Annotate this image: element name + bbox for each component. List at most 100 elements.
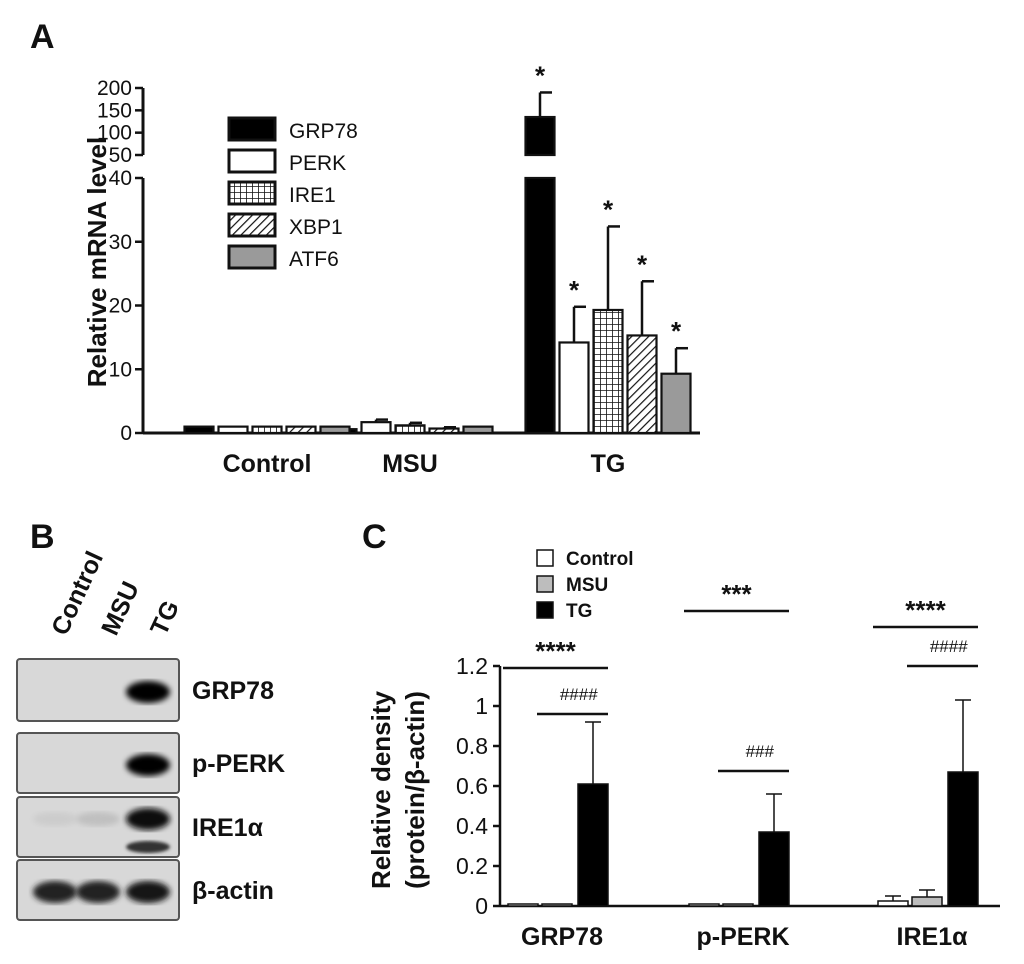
panel-a-bar (217, 425, 249, 435)
panel-c-plot-area: 0 0.2 0.4 0.6 0.8 1 1.2 GRP78 p-PERK IRE1α **** ###… (456, 549, 1000, 951)
panel-a-bar (558, 341, 590, 435)
panel-a-legend-swatch (227, 180, 277, 206)
panel-a-y-tick-label: 10 (109, 358, 132, 381)
panel-a-significance-star: * (535, 60, 546, 90)
blot-band (33, 881, 77, 903)
panel-c-bar (911, 896, 943, 907)
panel-c-bar (507, 903, 539, 907)
panel-c-chart: Relative density (protein/β-actin) 00.20… (366, 549, 1000, 951)
panel-c-bar (688, 903, 720, 907)
panel-a-legend-label: IRE1 (289, 184, 336, 207)
panel-a-y-tick-label: 0 (120, 422, 132, 445)
blot-band (76, 812, 120, 826)
panel-c-legend-label: Control (566, 549, 634, 570)
panel-c-bar (541, 903, 573, 907)
panel-a-bar (524, 176, 556, 435)
panel-c-y-axis-label-line1: Relative density (366, 690, 396, 889)
blot-row-label: IRE1α (192, 814, 264, 842)
panel-c-bar (877, 900, 909, 907)
blot-band (126, 754, 170, 776)
panel-a-bar (394, 424, 426, 435)
panel-a-bar (660, 372, 692, 435)
panel-a-significance-star: * (637, 249, 648, 279)
panel-a-y-tick-label: 40 (109, 167, 132, 190)
blot-band-lower (126, 841, 170, 853)
panel-c-legend-label: MSU (566, 575, 608, 596)
panel-a-significance-star: * (603, 194, 614, 224)
panel-a-legend-label: XBP1 (289, 216, 343, 239)
panel-a-legend-label: PERK (289, 152, 346, 175)
panel-a-bar (183, 425, 215, 435)
panel-a-bar (360, 421, 392, 435)
blot-band (126, 881, 170, 903)
panel-a-significance-star: * (671, 316, 682, 346)
blot-lane-label: MSU (96, 577, 145, 639)
panel-c-comparison-label: #### (560, 685, 598, 704)
panel-a-legend-swatch (227, 244, 277, 270)
panel-c-legend-swatch (536, 601, 554, 619)
blot-strip (16, 732, 180, 794)
panel-a-legend-swatch (227, 116, 277, 142)
blot-band (126, 681, 170, 703)
panel-a-x-tick-label: TG (591, 450, 626, 478)
panel-c-comparison-label: ### (745, 742, 774, 761)
panel-c-y-tick-label: 0.8 (456, 733, 488, 759)
panel-a-significance-star: * (569, 275, 580, 305)
panel-c-legend-label: TG (566, 601, 592, 622)
panel-c-comparison-label: **** (905, 595, 946, 625)
panel-c-y-axis-label-line2: (protein/β-actin) (400, 691, 430, 889)
panel-a-chart: Relative mRNA level 0 10 20 30 4050100150200… (82, 60, 700, 478)
blot-row-label: β-actin (192, 877, 274, 905)
panel-a-x-tick-label: MSU (382, 450, 438, 478)
panel-c-x-tick-label: p-PERK (696, 923, 789, 951)
panel-c-y-tick-label: 0.2 (456, 853, 488, 879)
panel-a-y-axis-label: Relative mRNA level (82, 137, 112, 387)
panel-c-bar (722, 903, 754, 907)
panel-c-y-tick-label: 0.6 (456, 773, 488, 799)
panel-c-comparison-label: **** (535, 636, 576, 666)
panel-a-legend-swatch (227, 148, 277, 174)
panel-label-c: C (362, 518, 387, 556)
panel-c-comparison-label: *** (721, 579, 752, 609)
panel-c-bar (947, 771, 979, 907)
blot-lane-label: TG (145, 596, 185, 639)
panel-a-legend-label: ATF6 (289, 248, 339, 271)
panel-c-y-tick-label: 1.2 (456, 653, 488, 679)
panel-c-y-tick-label: 1 (475, 693, 488, 719)
panel-c-x-tick-label: GRP78 (521, 923, 603, 951)
panel-a-bar (319, 425, 351, 435)
panel-c-comparison-label: #### (930, 637, 968, 656)
blot-strip (16, 658, 180, 722)
panel-c-x-tick-label: IRE1α (897, 923, 969, 951)
panel-a-bar (592, 308, 624, 435)
panel-a-bar-upper (524, 115, 556, 157)
panel-a-bar (462, 425, 494, 435)
blot-band (76, 881, 120, 903)
panel-a-y-tick-label: 100 (97, 122, 132, 145)
panel-a-x-tick-label: Control (223, 450, 312, 478)
panel-label-b: B (30, 518, 55, 556)
panel-a-y-tick-label: 50 (109, 144, 132, 167)
blot-row-label: GRP78 (192, 677, 274, 705)
panel-a-y-tick-label: 30 (109, 231, 132, 254)
panel-c-y-tick-label: 0.4 (456, 813, 488, 839)
panel-c-legend-swatch (536, 575, 554, 593)
panel-c-y-tick-label: 0 (475, 893, 488, 919)
panel-a-bar (285, 425, 317, 435)
panel-c-legend-swatch (536, 549, 554, 567)
panel-a-y-tick-label: 20 (109, 295, 132, 318)
panel-a-y-tick-label: 150 (97, 99, 132, 122)
panel-label-a: A (30, 18, 55, 56)
blot-band (33, 812, 77, 826)
blot-band (126, 808, 170, 830)
panel-a-legend-swatch (227, 212, 277, 238)
panel-a-bar (251, 425, 283, 435)
panel-a-bar (428, 427, 460, 435)
blot-row-label: p-PERK (192, 750, 285, 778)
panel-c-bar (758, 831, 790, 907)
panel-a-legend-label: GRP78 (289, 120, 358, 143)
panel-a-y-tick-label: 200 (97, 77, 132, 100)
